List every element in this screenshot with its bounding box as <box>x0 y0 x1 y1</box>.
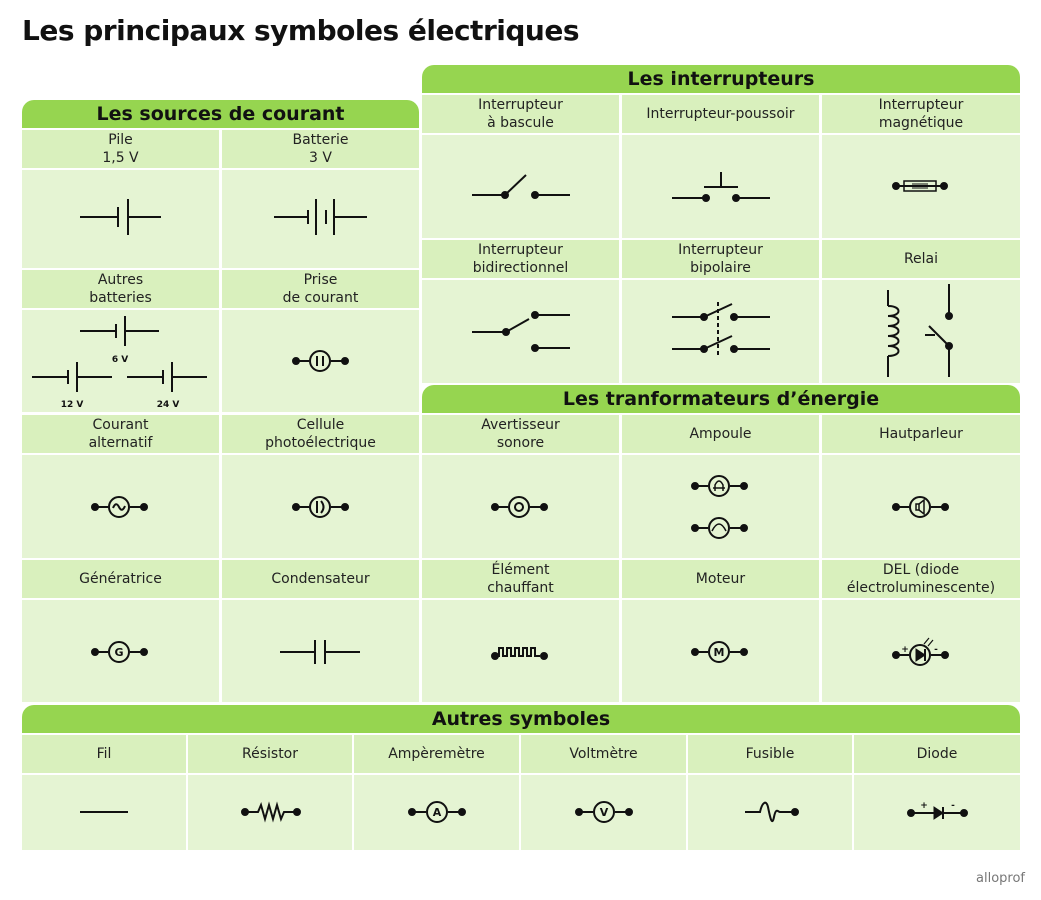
relai-symbol-cell <box>822 280 1020 383</box>
condensateur-symbol <box>280 640 360 664</box>
ampoule-symbol <box>691 475 748 539</box>
volt-6-label: 6 V <box>112 355 128 365</box>
volt-12-label: 12 V <box>61 400 84 410</box>
bipolaire-symbol-cell <box>622 280 819 383</box>
m-letter: M <box>714 646 725 659</box>
interrupteurs-header: Les interrupteurs <box>422 65 1020 93</box>
label-autres-batteries: Autres batteries <box>22 270 219 308</box>
element-chauffant-symbol <box>491 647 548 660</box>
label-resistor: Résistor <box>188 735 352 773</box>
generatrice-symbol-cell: G <box>22 600 219 702</box>
label-courant-alternatif: Courant alternatif <box>22 415 219 453</box>
voltmetre-symbol: V <box>575 801 633 823</box>
label-del: DEL (diode électroluminescente) <box>822 560 1020 598</box>
magnetique-symbol <box>892 180 948 192</box>
bipolaire-symbol <box>672 302 770 358</box>
prise-symbol-cell <box>222 310 419 412</box>
page-title: Les principaux symboles électriques <box>22 14 579 47</box>
label-hautparleur: Hautparleur <box>822 415 1020 453</box>
bidirectionnel-symbol <box>472 311 570 352</box>
alloprof-logo: alloprof <box>976 871 1025 886</box>
element-chauffant-symbol-cell <box>422 600 619 702</box>
label-generatrice: Génératrice <box>22 560 219 598</box>
pile-symbol <box>80 199 161 235</box>
courant-alternatif-symbol <box>91 496 148 518</box>
voltmetre-symbol-cell: V <box>521 775 686 850</box>
v-letter: V <box>600 806 609 819</box>
del-minus: - <box>934 645 938 655</box>
fil-symbol <box>80 811 128 813</box>
generatrice-symbol: G <box>91 641 148 663</box>
del-symbol: + - <box>892 637 949 666</box>
label-ampoule: Ampoule <box>622 415 819 453</box>
label-fil: Fil <box>22 735 186 773</box>
label-batterie: Batterie 3 V <box>222 130 419 168</box>
diode-minus: - <box>951 801 955 811</box>
label-bidirectionnel: Interrupteur bidirectionnel <box>422 240 619 278</box>
label-poussoir: Interrupteur-poussoir <box>622 95 819 133</box>
g-letter: G <box>114 646 123 659</box>
autres-header: Autres symboles <box>22 705 1020 733</box>
resistor-symbol-cell <box>188 775 352 850</box>
moteur-symbol: M <box>691 641 748 663</box>
diode-plus: + <box>920 801 928 811</box>
amperemetre-symbol-cell: A <box>354 775 519 850</box>
del-symbol-cell: + - <box>822 600 1020 702</box>
prise-symbol <box>292 350 349 372</box>
diode-symbol-cell: + - <box>854 775 1020 850</box>
amperemetre-symbol: A <box>408 801 466 823</box>
fusible-symbol <box>745 801 799 823</box>
cellule-symbol-cell <box>222 455 419 558</box>
autres-batteries-symbol: 6 V 12 V 24 V <box>32 316 207 410</box>
avertisseur-symbol <box>491 496 548 518</box>
batterie-symbol-cell <box>222 170 419 268</box>
fil-symbol-cell <box>22 775 186 850</box>
bascule-symbol <box>472 174 570 199</box>
volt-24-label: 24 V <box>157 400 180 410</box>
label-amperemetre: Ampèremètre <box>354 735 519 773</box>
label-relai: Relai <box>822 240 1020 278</box>
courant-alternatif-symbol-cell <box>22 455 219 558</box>
label-fusible: Fusible <box>688 735 852 773</box>
label-element-chauffant: Élément chauffant <box>422 560 619 598</box>
cellule-symbol <box>292 496 349 518</box>
condensateur-symbol-cell <box>222 600 419 702</box>
label-condensateur: Condensateur <box>222 560 419 598</box>
fusible-symbol-cell <box>688 775 852 850</box>
hautparleur-symbol-cell <box>822 455 1020 558</box>
pile-symbol-cell <box>22 170 219 268</box>
poussoir-symbol <box>672 172 770 202</box>
bascule-symbol-cell <box>422 135 619 238</box>
avertisseur-symbol-cell <box>422 455 619 558</box>
label-pile: Pile 1,5 V <box>22 130 219 168</box>
sources-header: Les sources de courant <box>22 100 419 128</box>
a-letter: A <box>433 806 442 819</box>
relai-symbol <box>887 284 953 377</box>
del-plus: + <box>901 645 909 655</box>
label-bipolaire: Interrupteur bipolaire <box>622 240 819 278</box>
resistor-symbol <box>241 801 301 823</box>
magnetique-symbol-cell <box>822 135 1020 238</box>
batterie-symbol <box>274 199 367 235</box>
bidirectionnel-symbol-cell <box>422 280 619 383</box>
label-moteur: Moteur <box>622 560 819 598</box>
label-voltmetre: Voltmètre <box>521 735 686 773</box>
ampoule-symbol-cell <box>622 455 819 558</box>
poussoir-symbol-cell <box>622 135 819 238</box>
autres-batteries-symbol-cell: 6 V 12 V 24 V <box>22 310 219 412</box>
label-bascule: Interrupteur à bascule <box>422 95 619 133</box>
label-avertisseur: Avertisseur sonore <box>422 415 619 453</box>
label-diode: Diode <box>854 735 1020 773</box>
transformateurs-header: Les tranformateurs d’énergie <box>422 385 1020 413</box>
label-prise: Prise de courant <box>222 270 419 308</box>
moteur-symbol-cell: M <box>622 600 819 702</box>
label-magnetique: Interrupteur magnétique <box>822 95 1020 133</box>
hautparleur-symbol <box>892 496 949 518</box>
label-cellule: Cellule photoélectrique <box>222 415 419 453</box>
diode-symbol: + - <box>907 801 968 820</box>
